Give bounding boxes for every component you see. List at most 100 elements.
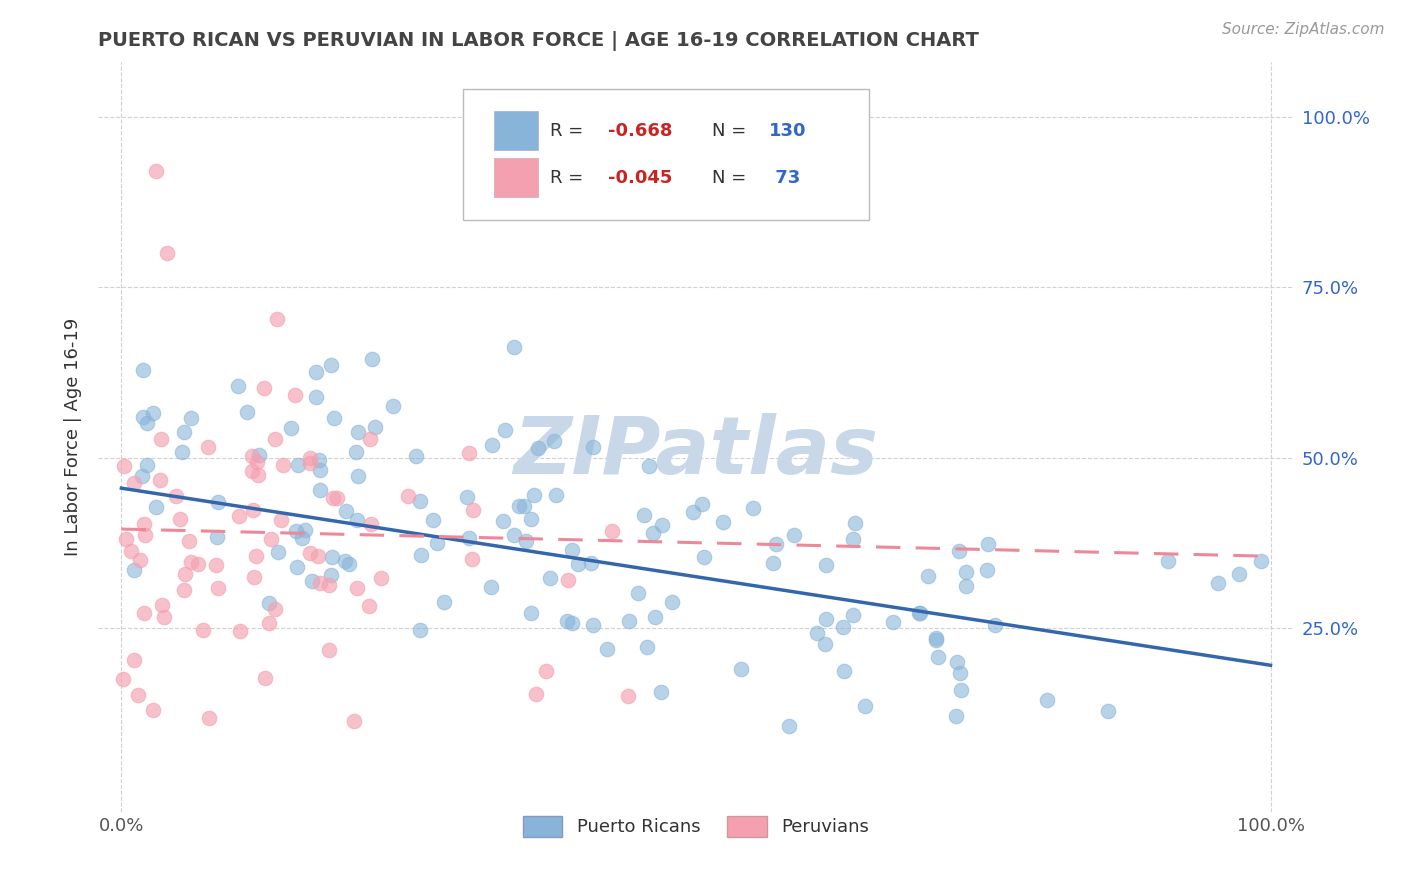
Point [396, 490, 419, 504]
Point [945, 708, 967, 723]
Point [318, 578, 340, 592]
Point [582, 617, 605, 632]
Point [984, 617, 1007, 632]
Point [492, 515, 515, 529]
Point [783, 528, 806, 542]
Point [321, 568, 343, 582]
Point [381, 399, 404, 413]
Point [627, 586, 650, 600]
Point [180, 411, 202, 425]
Point [242, 503, 264, 517]
Point [197, 440, 219, 454]
Point [950, 682, 973, 697]
Point [321, 549, 343, 564]
Point [882, 615, 904, 629]
Point [711, 515, 734, 529]
FancyBboxPatch shape [463, 88, 869, 219]
Point [264, 602, 287, 616]
Point [228, 508, 250, 523]
Point [207, 494, 229, 508]
Point [142, 703, 165, 717]
Point [544, 488, 567, 502]
Point [433, 595, 456, 609]
Text: 73: 73 [769, 169, 800, 186]
Point [633, 508, 655, 522]
Point [841, 608, 863, 623]
FancyBboxPatch shape [494, 112, 538, 150]
Point [257, 596, 280, 610]
Point [1097, 705, 1119, 719]
Point [344, 445, 367, 459]
Point [644, 609, 666, 624]
Text: R =: R = [550, 121, 589, 140]
Point [370, 571, 392, 585]
Point [363, 419, 385, 434]
Point [1250, 554, 1272, 568]
Point [908, 606, 931, 620]
Point [180, 554, 202, 568]
Point [243, 570, 266, 584]
Point [955, 565, 977, 579]
Text: Source: ZipAtlas.com: Source: ZipAtlas.com [1222, 22, 1385, 37]
Point [193, 624, 215, 638]
Point [187, 557, 209, 571]
Point [127, 689, 149, 703]
Point [503, 340, 526, 354]
Point [346, 581, 368, 595]
Point [134, 528, 156, 542]
Point [298, 450, 321, 465]
Point [307, 549, 329, 564]
Point [156, 246, 179, 260]
Point [346, 513, 368, 527]
Point [616, 689, 638, 703]
Point [305, 390, 328, 404]
Point [285, 560, 308, 574]
Point [831, 620, 853, 634]
Point [132, 363, 155, 377]
Point [765, 537, 787, 551]
Point [1227, 566, 1250, 581]
Point [240, 449, 263, 463]
Point [247, 448, 270, 462]
Point [309, 483, 332, 497]
Point [205, 530, 228, 544]
Point [457, 446, 479, 460]
Point [326, 491, 349, 505]
Point [357, 599, 380, 613]
Point [458, 531, 481, 545]
Text: -0.045: -0.045 [607, 169, 672, 186]
Point [291, 531, 314, 545]
Point [814, 558, 837, 573]
Point [762, 556, 785, 570]
Point [1208, 576, 1230, 591]
Point [742, 500, 765, 515]
Point [907, 607, 929, 621]
Point [145, 500, 167, 515]
Point [690, 497, 713, 511]
Point [226, 379, 249, 393]
Point [134, 516, 156, 531]
Point [602, 524, 624, 538]
Point [246, 455, 269, 469]
Point [481, 437, 503, 451]
Point [503, 528, 526, 542]
Point [638, 458, 661, 473]
Point [142, 406, 165, 420]
Text: ZIPatlas: ZIPatlas [513, 413, 879, 491]
Point [925, 632, 948, 646]
Point [129, 552, 152, 566]
Point [853, 698, 876, 713]
Point [543, 434, 565, 449]
Point [641, 526, 664, 541]
Point [949, 665, 972, 680]
Point [538, 571, 561, 585]
Point [132, 606, 155, 620]
Point [814, 612, 837, 626]
Point [651, 518, 673, 533]
Point [280, 421, 302, 435]
Point [122, 653, 145, 667]
Point [308, 453, 330, 467]
Point [409, 548, 432, 562]
Point [555, 614, 578, 628]
Point [132, 410, 155, 425]
